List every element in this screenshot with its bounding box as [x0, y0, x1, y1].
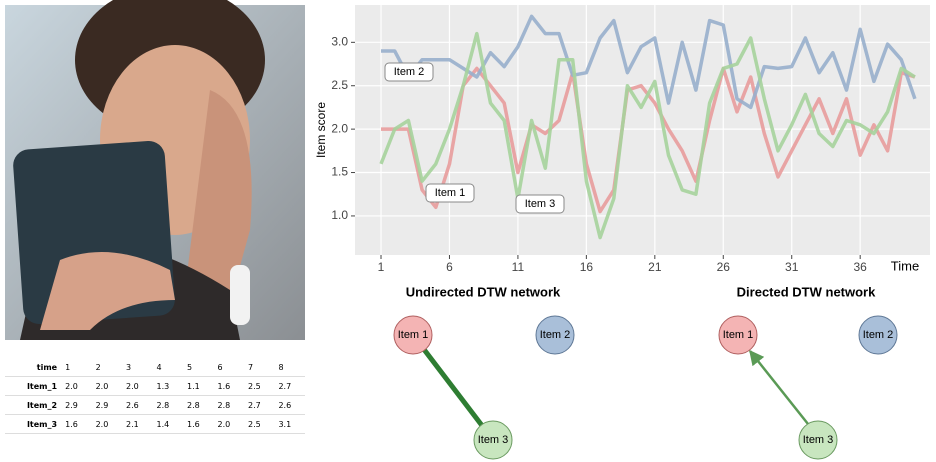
figure: 1.01.52.02.53.016111621263136 Item 1Item…	[0, 0, 936, 462]
x-tick-label: 6	[446, 260, 453, 274]
node-label: Item 2	[863, 329, 894, 341]
x-tick-label: 1	[378, 260, 385, 274]
table-cell: 2.7	[274, 377, 305, 396]
table-cell: time	[5, 358, 61, 377]
x-tick-label: 26	[717, 260, 731, 274]
table-cell: 2.8	[183, 396, 213, 415]
node-label: Item 1	[723, 329, 754, 341]
y-tick-label: 3.0	[331, 34, 348, 48]
node-label: Item 3	[803, 434, 834, 446]
table-cell: 6	[214, 358, 244, 377]
table-cell: 8	[274, 358, 305, 377]
table-cell: 2.0	[214, 415, 244, 434]
series-label: Item 2	[394, 66, 425, 78]
table-cell: 2.5	[244, 377, 274, 396]
table-cell: 2.8	[214, 396, 244, 415]
node-label: Item 3	[478, 434, 509, 446]
table-cell: 1.3	[153, 377, 183, 396]
node-label: Item 2	[540, 329, 571, 341]
y-tick-label: 1.5	[331, 165, 348, 179]
table-cell: 2.0	[122, 377, 152, 396]
table-cell: 2.5	[244, 415, 274, 434]
network-title: Directed DTW network	[737, 284, 876, 299]
table-cell: 1	[61, 358, 91, 377]
table-cell: 2.9	[92, 396, 122, 415]
table-cell: 1.6	[61, 415, 91, 434]
table-cell: 2.6	[274, 396, 305, 415]
x-tick-label: 31	[785, 260, 799, 274]
y-tick-label: 1.0	[331, 208, 348, 222]
edge	[413, 335, 493, 440]
table-cell: 1.6	[183, 415, 213, 434]
series-label: Item 3	[525, 198, 556, 210]
y-tick-label: 2.5	[331, 78, 348, 92]
table-cell: Item_3	[5, 415, 61, 434]
table-cell: 1.1	[183, 377, 213, 396]
table-cell: 7	[244, 358, 274, 377]
table-cell: 1.6	[214, 377, 244, 396]
table-cell: 4	[153, 358, 183, 377]
table-cell: 2.7	[244, 396, 274, 415]
table-cell: Item_2	[5, 396, 61, 415]
photo	[5, 0, 305, 340]
table-cell: Item_1	[5, 377, 61, 396]
table-cell: 2.6	[122, 396, 152, 415]
x-tick-label: 11	[512, 260, 525, 274]
table-cell: 1.4	[153, 415, 183, 434]
edge	[750, 351, 808, 424]
x-axis-title: Time	[891, 258, 919, 273]
table-cell: 3	[122, 358, 152, 377]
table-cell: 2	[92, 358, 122, 377]
series-label: Item 1	[435, 187, 466, 199]
x-tick-label: 21	[648, 260, 662, 274]
y-tick-label: 2.0	[331, 121, 348, 135]
network-title: Undirected DTW network	[406, 284, 561, 299]
table-cell: 3.1	[274, 415, 305, 434]
table-cell: 2.9	[61, 396, 91, 415]
network-undirected: Undirected DTW network Item 1 Item 2 Ite…	[394, 284, 574, 459]
table-cell: 2.8	[153, 396, 183, 415]
table-cell: 2.0	[61, 377, 91, 396]
y-axis-title: Item score	[314, 102, 328, 158]
x-tick-label: 36	[853, 260, 867, 274]
table-cell: 5	[183, 358, 213, 377]
x-tick-label: 16	[580, 260, 594, 274]
table-cell: 2.0	[92, 377, 122, 396]
table-cell: 2.0	[92, 415, 122, 434]
table-cell: 2.1	[122, 415, 152, 434]
node-label: Item 1	[398, 329, 429, 341]
network-directed: Directed DTW network Item 1 Item 2 Item …	[719, 284, 897, 459]
